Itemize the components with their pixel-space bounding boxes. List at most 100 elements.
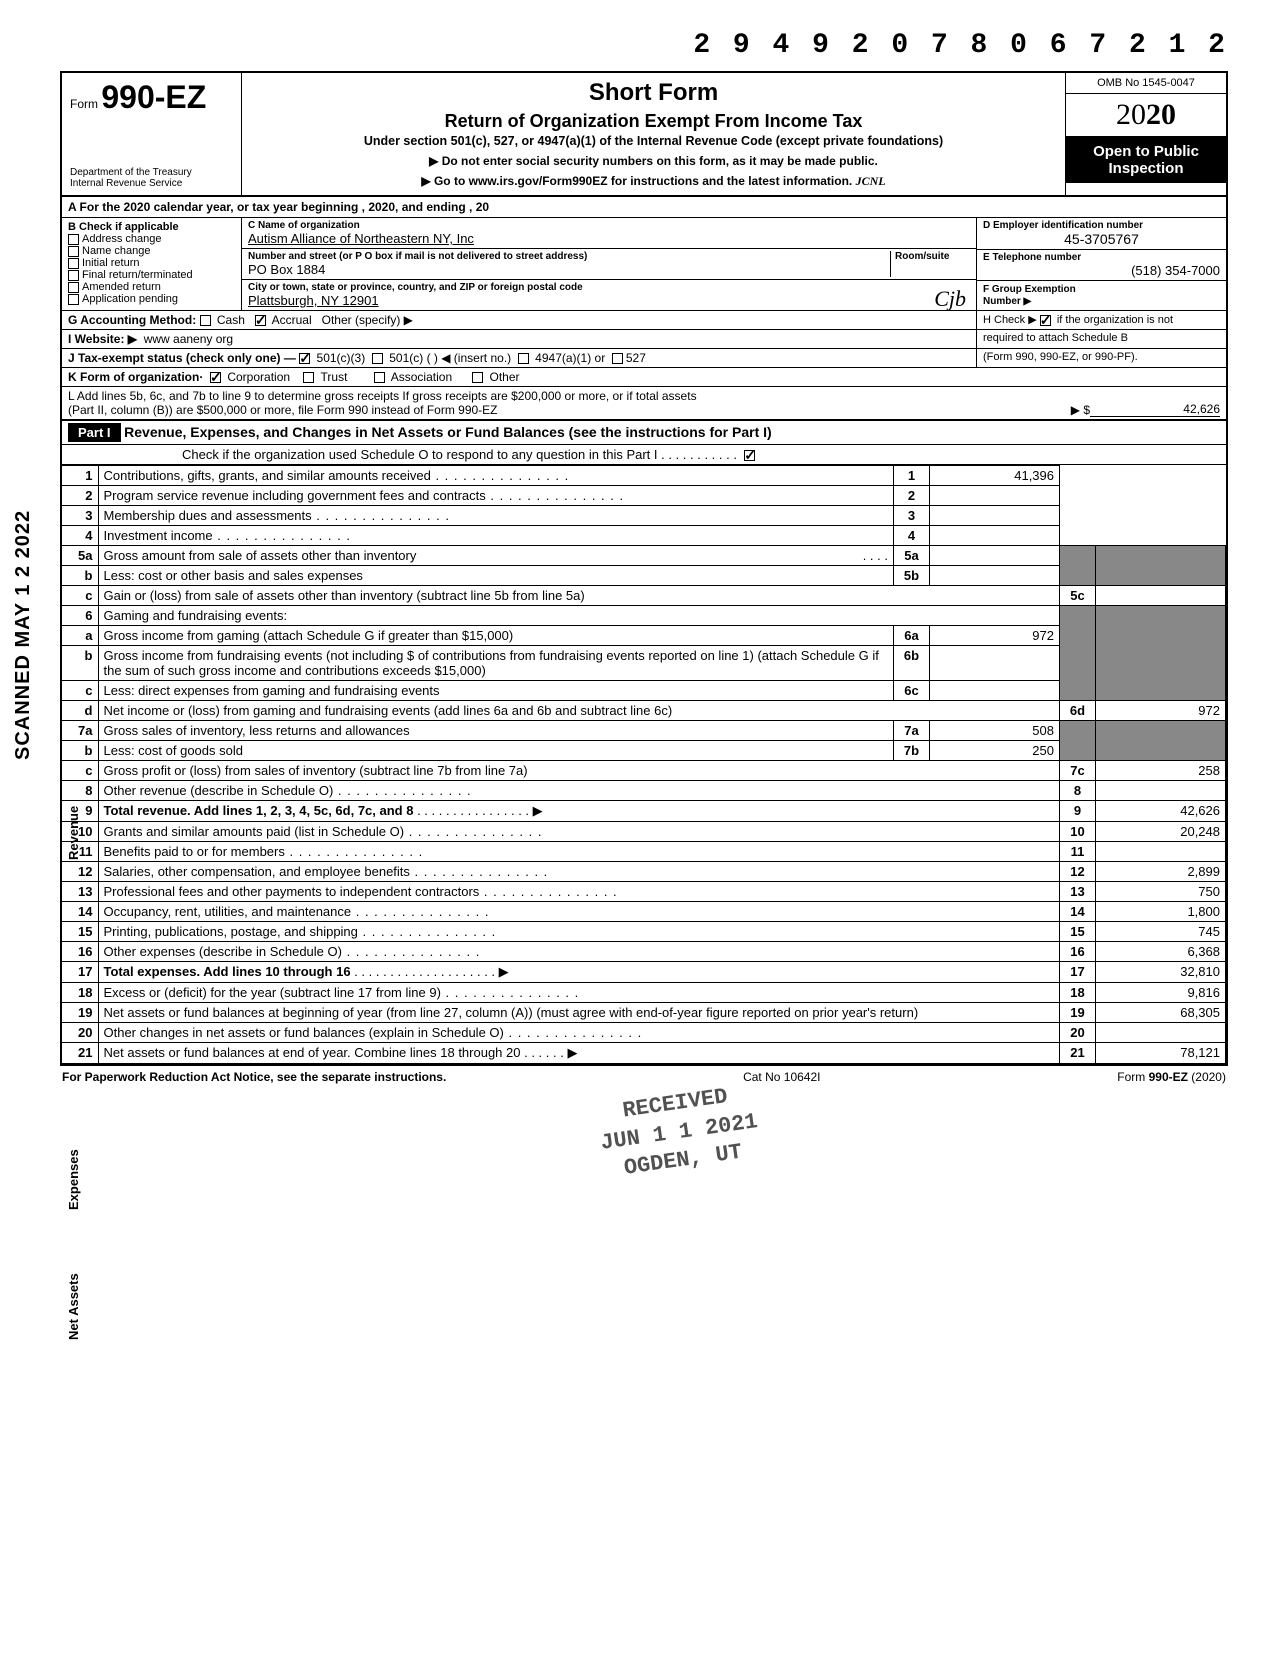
scanned-stamp: SCANNED MAY 1 2 2022 (12, 510, 35, 760)
dept-treasury: Department of the Treasury (70, 167, 233, 178)
e-phone-label: E Telephone number (983, 252, 1220, 263)
line-15: 15Printing, publications, postage, and s… (62, 922, 1226, 942)
chk-501c3[interactable] (299, 353, 310, 364)
chk-schedule-o[interactable] (744, 450, 755, 461)
line-6a: aGross income from gaming (attach Schedu… (62, 626, 1226, 646)
line-7a: 7aGross sales of inventory, less returns… (62, 721, 1226, 741)
line-4: 4Investment income4 (62, 526, 1226, 546)
chk-trust[interactable] (303, 372, 314, 383)
line-6c: cLess: direct expenses from gaming and f… (62, 681, 1226, 701)
line-3: 3Membership dues and assessments3 (62, 506, 1226, 526)
form-title-long: Return of Organization Exempt From Incom… (252, 111, 1055, 132)
footer-cat: Cat No 10642I (743, 1070, 820, 1084)
chk-4947[interactable] (518, 353, 529, 364)
received-stamp: RECEIVED JUN 1 1 2021 OGDEN, UT (595, 1079, 764, 1186)
chk-527[interactable] (612, 353, 623, 364)
line-13: 13Professional fees and other payments t… (62, 882, 1226, 902)
ssn-note: ▶ Do not enter social security numbers o… (252, 154, 1055, 168)
omb-number: OMB No 1545-0047 (1066, 73, 1226, 94)
phone-value: (518) 354-7000 (983, 263, 1220, 278)
row-k-form-org: K Form of organization· Corporation Trus… (62, 368, 1226, 387)
line-10: 10Grants and similar amounts paid (list … (62, 822, 1226, 842)
footer-left: For Paperwork Reduction Act Notice, see … (62, 1070, 446, 1084)
form-number: 990-EZ (101, 79, 206, 115)
row-j-tax-exempt: J Tax-exempt status (check only one) — 5… (62, 349, 976, 367)
line-6: 6Gaming and fundraising events: (62, 606, 1226, 626)
form-prefix: Form (70, 97, 98, 111)
chk-application-pending[interactable]: Application pending (68, 293, 235, 305)
line-5c: cGain or (loss) from sale of assets othe… (62, 586, 1226, 606)
chk-initial-return[interactable]: Initial return (68, 257, 235, 269)
h-line2: required to attach Schedule B (976, 330, 1226, 348)
row-h-schedule-b: H Check ▶ if the organization is not (976, 311, 1226, 329)
line-16: 16Other expenses (describe in Schedule O… (62, 942, 1226, 962)
gross-receipts-value: 42,626 (1090, 402, 1220, 417)
row-i-website: I Website: ▶ www aaneny org (62, 330, 976, 348)
col-c-name-address: C Name of organization Autism Alliance o… (242, 218, 976, 310)
org-address: PO Box 1884 (248, 262, 890, 277)
line-7b: bLess: cost of goods sold7b250 (62, 741, 1226, 761)
chk-address-change[interactable]: Address change (68, 233, 235, 245)
row-g-accounting: G Accounting Method: Cash Accrual Other … (62, 311, 976, 329)
line-12: 12Salaries, other compensation, and empl… (62, 862, 1226, 882)
c-city-label: City or town, state or province, country… (248, 282, 970, 293)
line-18: 18Excess or (deficit) for the year (subt… (62, 983, 1226, 1003)
line-8: 8Other revenue (describe in Schedule O)8 (62, 781, 1226, 801)
chk-corporation[interactable] (210, 372, 221, 383)
line-7c: cGross profit or (loss) from sales of in… (62, 761, 1226, 781)
chk-amended-return[interactable]: Amended return (68, 281, 235, 293)
header-center: Short Form Return of Organization Exempt… (242, 73, 1066, 195)
part-i-header: Part I Revenue, Expenses, and Changes in… (62, 421, 1226, 445)
c-name-label: C Name of organization (248, 220, 970, 231)
chk-other-org[interactable] (472, 372, 483, 383)
chk-cash[interactable] (200, 315, 211, 326)
form-subtitle: Under section 501(c), 527, or 4947(a)(1)… (252, 134, 1055, 148)
revenue-label: Revenue (66, 806, 81, 860)
h-line3: (Form 990, 990-EZ, or 990-PF). (976, 349, 1226, 367)
line-2: 2Program service revenue including gover… (62, 486, 1226, 506)
page-footer: For Paperwork Reduction Act Notice, see … (60, 1066, 1228, 1088)
row-a-calendar-year: A For the 2020 calendar year, or tax yea… (62, 197, 1226, 218)
form-header: Form 990-EZ Department of the Treasury I… (62, 73, 1226, 197)
line-1: 1Contributions, gifts, grants, and simil… (62, 466, 1226, 486)
col-d-ein-phone: D Employer identification number 45-3705… (976, 218, 1226, 310)
entity-block: B Check if applicable Address change Nam… (62, 218, 1226, 311)
chk-501c[interactable] (372, 353, 383, 364)
f-group-number: Number ▶ (983, 296, 1031, 307)
lines-table: 1Contributions, gifts, grants, and simil… (62, 465, 1226, 1064)
line-14: 14Occupancy, rent, utilities, and mainte… (62, 902, 1226, 922)
chk-accrual[interactable] (255, 315, 266, 326)
expenses-label: Expenses (66, 1149, 81, 1210)
line-20: 20Other changes in net assets or fund ba… (62, 1023, 1226, 1043)
room-label: Room/suite (895, 251, 970, 262)
chk-name-change[interactable]: Name change (68, 245, 235, 257)
org-name: Autism Alliance of Northeastern NY, Inc (248, 231, 970, 246)
line-5a: 5aGross amount from sale of assets other… (62, 546, 1226, 566)
footer-form: Form 990-EZ (2020) (1117, 1070, 1226, 1084)
line-6b: bGross income from fundraising events (n… (62, 646, 1226, 681)
ein-value: 45-3705767 (983, 231, 1220, 247)
initials: Cjb (934, 286, 966, 312)
line-17: 17Total expenses. Add lines 10 through 1… (62, 962, 1226, 983)
form-990ez: Form 990-EZ Department of the Treasury I… (60, 71, 1228, 1066)
f-group-label: F Group Exemption (983, 284, 1076, 295)
line-6d: dNet income or (loss) from gaming and fu… (62, 701, 1226, 721)
open-to-public: Open to PublicInspection (1066, 137, 1226, 183)
net-assets-label: Net Assets (66, 1273, 81, 1340)
col-b-checkboxes: B Check if applicable Address change Nam… (62, 218, 242, 310)
line-19: 19Net assets or fund balances at beginni… (62, 1003, 1226, 1023)
line-5b: bLess: cost or other basis and sales exp… (62, 566, 1226, 586)
dept-irs: Internal Revenue Service (70, 178, 233, 189)
part-i-check: Check if the organization used Schedule … (62, 445, 1226, 465)
line-11: 11Benefits paid to or for members11 (62, 842, 1226, 862)
b-header: B Check if applicable (68, 221, 235, 233)
d-ein-label: D Employer identification number (983, 220, 1220, 231)
chk-schedule-b[interactable] (1040, 315, 1051, 326)
url-note: ▶ Go to www.irs.gov/Form990EZ for instru… (252, 174, 1055, 189)
form-title-short: Short Form (252, 79, 1055, 107)
chk-final-return[interactable]: Final return/terminated (68, 269, 235, 281)
header-left: Form 990-EZ Department of the Treasury I… (62, 73, 242, 195)
chk-association[interactable] (374, 372, 385, 383)
tax-year: 2020 (1066, 94, 1226, 137)
line-21: 21Net assets or fund balances at end of … (62, 1043, 1226, 1064)
